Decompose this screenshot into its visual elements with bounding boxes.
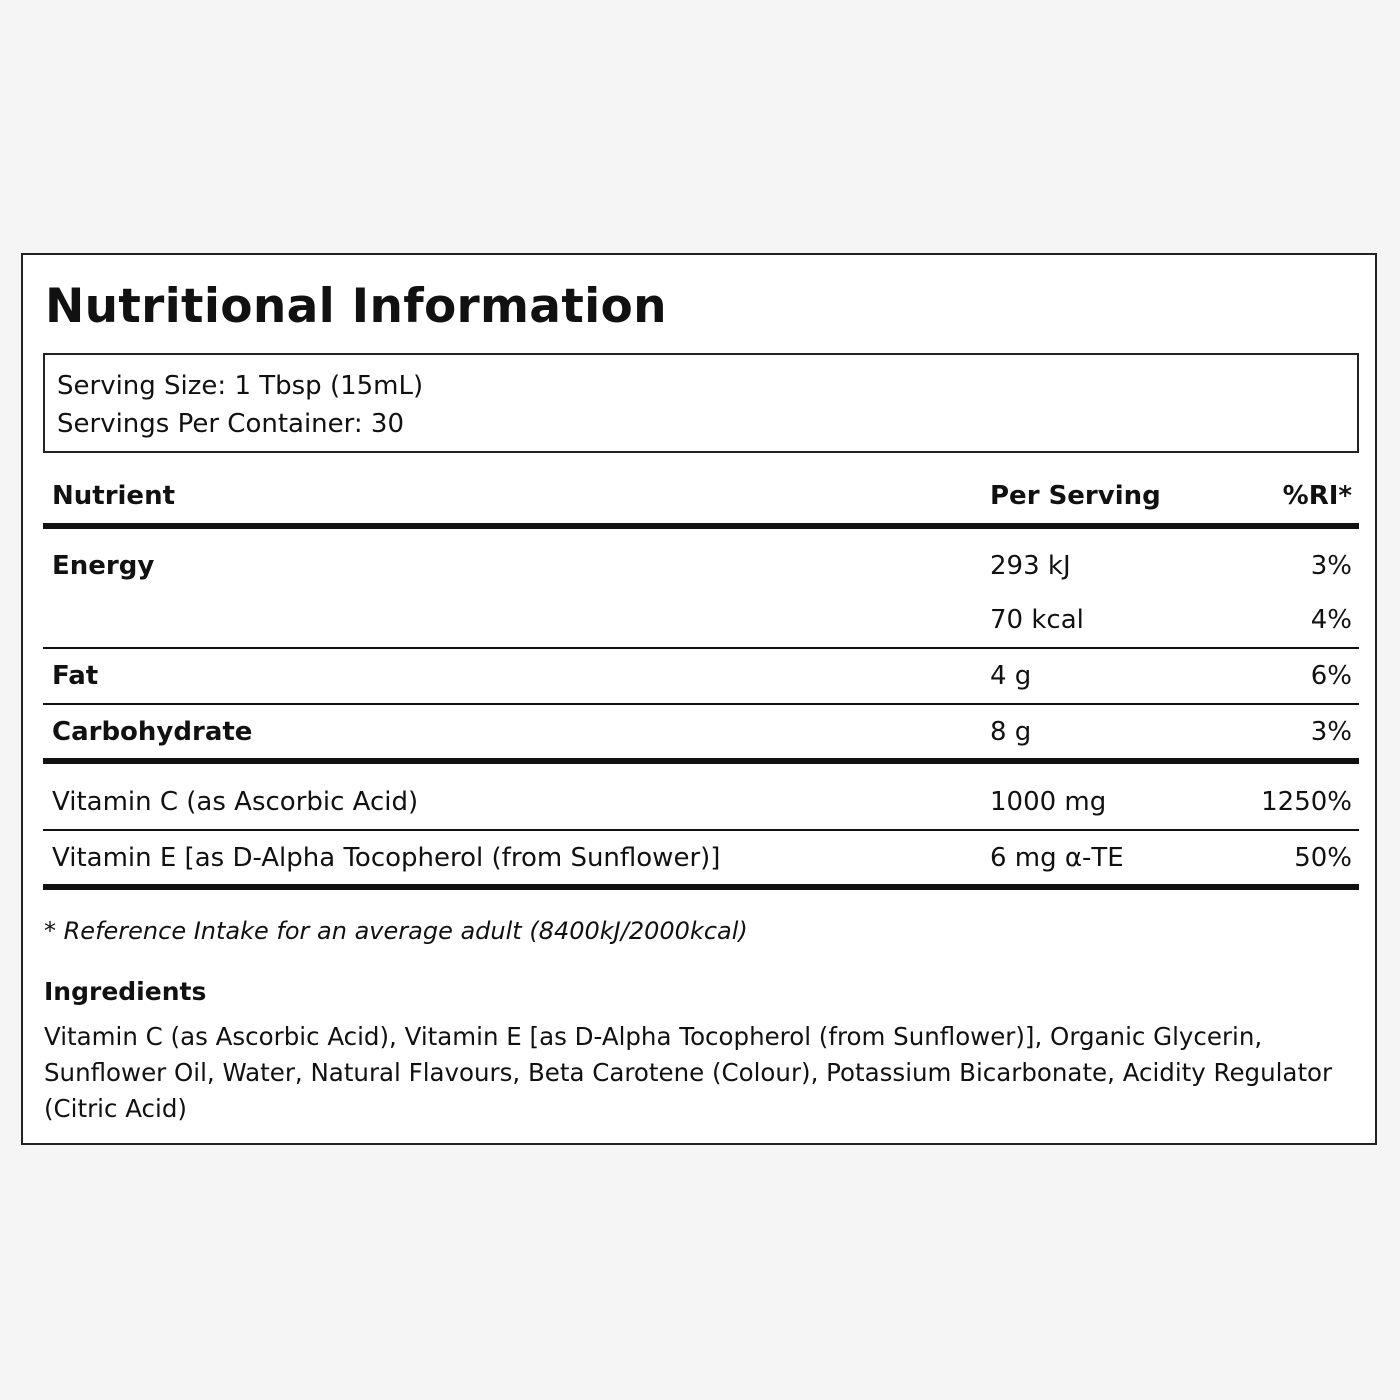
nutrient-name: Carbohydrate [52, 717, 253, 747]
per-serving-value: 1000 mg [990, 787, 1107, 817]
ri-value: 1250% [1261, 787, 1352, 817]
ingredients-heading: Ingredients [44, 977, 207, 1006]
header-divider [43, 523, 1359, 529]
reference-intake-footnote: * Reference Intake for an average adult … [44, 917, 748, 945]
row-divider [43, 647, 1359, 649]
servings-per-container: Servings Per Container: 30 [57, 409, 405, 439]
nutrient-name: Fat [52, 661, 99, 691]
page-title: Nutritional Information [45, 279, 667, 334]
nutrition-panel: Nutritional Information Serving Size: 1 … [21, 253, 1377, 1145]
nutrient-name: Vitamin E [as D-Alpha Tocopherol (from S… [52, 843, 721, 873]
header-ri: %RI* [1282, 481, 1352, 511]
per-serving-value: 8 g [990, 717, 1032, 747]
per-serving-value: 70 kcal [990, 605, 1084, 635]
ingredients-text: Vitamin C (as Ascorbic Acid), Vitamin E … [44, 1022, 1333, 1123]
per-serving-value: 4 g [990, 661, 1032, 691]
serving-info-box: Serving Size: 1 Tbsp (15mL) Servings Per… [43, 353, 1359, 453]
row-divider [43, 829, 1359, 831]
serving-size: Serving Size: 1 Tbsp (15mL) [57, 371, 424, 401]
row-divider [43, 703, 1359, 705]
ri-value: 3% [1310, 551, 1352, 581]
ri-value: 6% [1310, 661, 1352, 691]
ri-value: 4% [1310, 605, 1352, 635]
ri-value: 50% [1294, 843, 1352, 873]
per-serving-value: 6 mg α-TE [990, 843, 1124, 873]
per-serving-value: 293 kJ [990, 551, 1071, 581]
header-nutrient: Nutrient [52, 481, 176, 511]
table-bottom-divider [43, 884, 1359, 890]
header-per-serving: Per Serving [990, 481, 1161, 511]
nutrient-name: Vitamin C (as Ascorbic Acid) [52, 787, 419, 817]
section-divider [43, 758, 1359, 764]
nutrient-name: Energy [52, 551, 155, 581]
ri-value: 3% [1310, 717, 1352, 747]
